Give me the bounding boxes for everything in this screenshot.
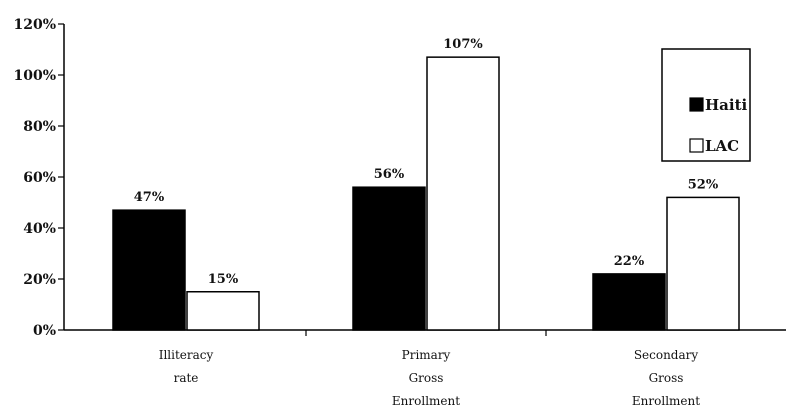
legend-label-haiti: Haiti bbox=[705, 96, 748, 114]
y-tick-label: 40% bbox=[23, 221, 56, 237]
y-tick-label: 80% bbox=[23, 119, 56, 135]
data-label-lac-2: 107% bbox=[443, 37, 483, 52]
data-label-haiti-1: 47% bbox=[134, 190, 165, 205]
data-labels: 47% 15% 56% 107% 22% 52% bbox=[134, 37, 719, 287]
legend-box bbox=[661, 48, 751, 162]
bar-haiti-1 bbox=[112, 209, 186, 331]
legend: Haiti LAC bbox=[661, 48, 751, 162]
category-label-3: Enrollment bbox=[632, 394, 700, 408]
category-label-2: Primary bbox=[402, 348, 451, 362]
legend-swatch-haiti bbox=[689, 97, 704, 112]
data-label-lac-1: 15% bbox=[208, 272, 239, 287]
category-label-1: rate bbox=[174, 371, 199, 385]
category-labels: Illiteracy rate Primary Gross Enrollment Seco… bbox=[159, 348, 701, 408]
y-tick-label: 20% bbox=[23, 272, 56, 288]
bar-lac-3 bbox=[666, 196, 740, 331]
legend-label-lac: LAC bbox=[705, 137, 739, 155]
data-label-lac-3: 52% bbox=[688, 177, 719, 192]
category-label-2: Gross bbox=[409, 371, 444, 385]
category-label-3: Secondary bbox=[634, 348, 699, 362]
category-label-3: Gross bbox=[649, 371, 684, 385]
data-label-haiti-3: 22% bbox=[614, 254, 645, 269]
bar-lac-1 bbox=[186, 291, 260, 331]
category-label-1: Illiteracy bbox=[159, 348, 214, 362]
bar-haiti-2 bbox=[352, 186, 426, 331]
bars bbox=[112, 56, 740, 331]
bar-haiti-3 bbox=[592, 273, 666, 331]
y-tick-label: 0% bbox=[33, 323, 56, 339]
data-label-haiti-2: 56% bbox=[374, 167, 405, 182]
category-label-2: Enrollment bbox=[392, 394, 460, 408]
bar-lac-2 bbox=[426, 56, 500, 331]
legend-swatch-lac bbox=[689, 138, 704, 153]
y-tick-label: 100% bbox=[13, 68, 56, 84]
y-tick-label: 120% bbox=[13, 17, 56, 33]
y-tick-label: 60% bbox=[23, 170, 56, 186]
